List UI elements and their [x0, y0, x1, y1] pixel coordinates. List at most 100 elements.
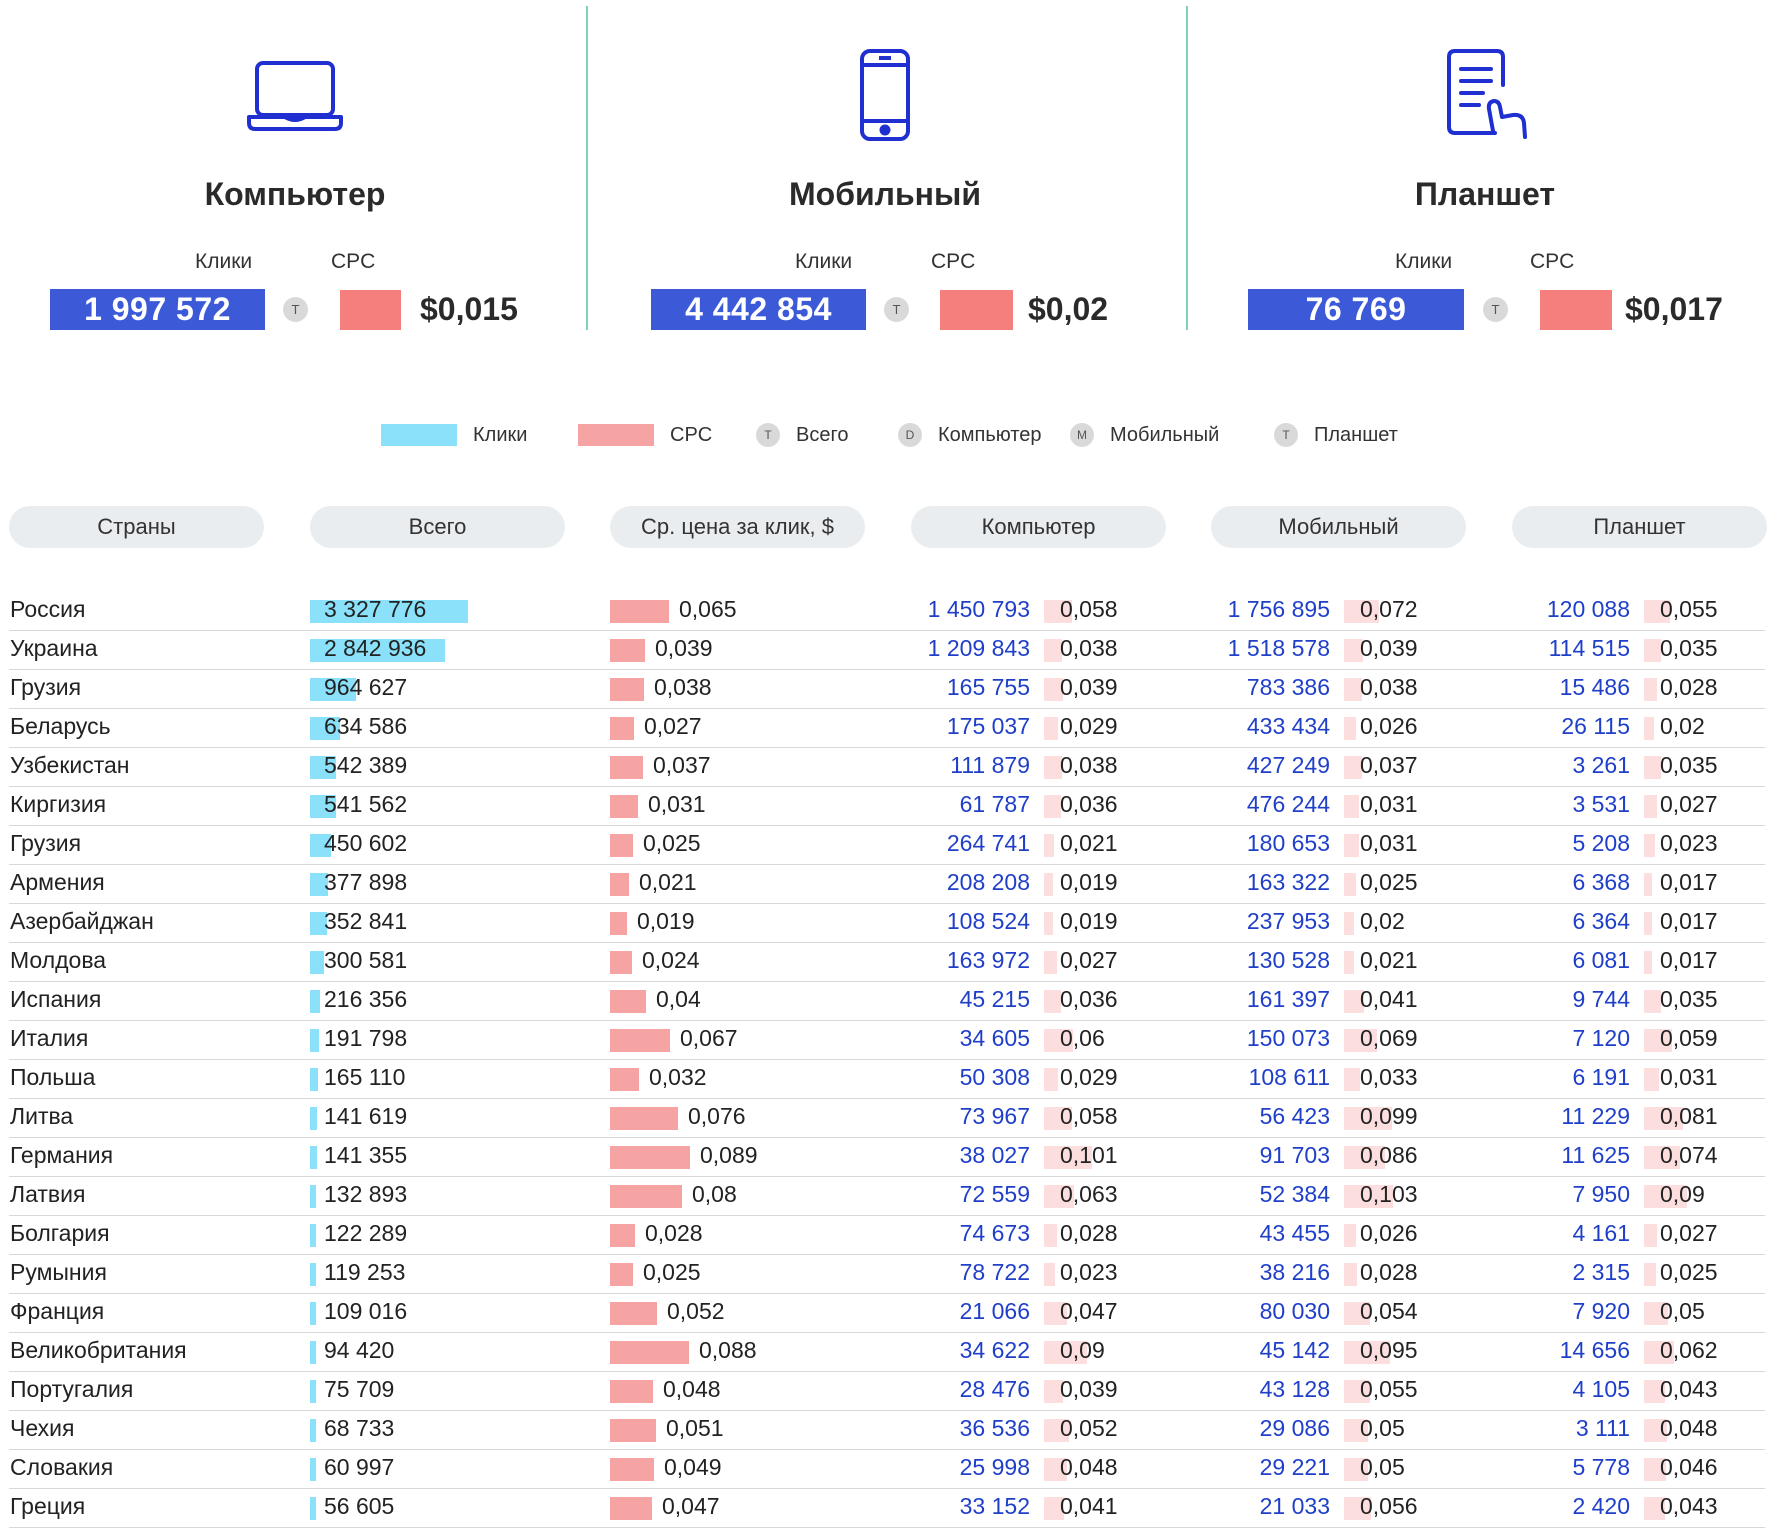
desktop-cpc-value: 0,063 — [1060, 1181, 1118, 1207]
table-row: Грузия 450 602 0,025 264 741 0,021 180 653 0,0… — [0, 826, 1773, 865]
country-name: Россия — [10, 596, 86, 622]
mobile-cpc-value: 0,054 — [1360, 1298, 1418, 1324]
tablet-cpc-value: 0,043 — [1660, 1493, 1718, 1519]
total-clicks-bar — [310, 795, 336, 818]
table-row: Молдова 300 581 0,024 163 972 0,027 130 528 0,… — [0, 943, 1773, 982]
country-name: Испания — [10, 986, 102, 1012]
country-name: Беларусь — [10, 713, 111, 739]
avg-cpc-bar — [610, 1458, 654, 1481]
tablet-clicks-value: 120 088 — [1546, 596, 1630, 622]
mobile-cpc-value: 0,095 — [1360, 1337, 1418, 1363]
country-name: Франция — [10, 1298, 105, 1324]
mobile-cpc-bar — [1344, 717, 1356, 740]
total-clicks-bar — [310, 1458, 316, 1481]
desktop-clicks-value: 61 787 — [959, 791, 1030, 817]
tablet-clicks-value: 6 191 — [1572, 1064, 1630, 1090]
avg-cpc-value: 0,052 — [667, 1298, 725, 1324]
desktop-cpc-bar — [1044, 756, 1062, 779]
desktop-cpc-bar — [1044, 639, 1062, 662]
row-divider — [9, 1293, 1765, 1294]
desktop-cpc-bar — [1044, 951, 1057, 974]
total-clicks-value: 300 581 — [324, 947, 408, 973]
total-clicks-value: 165 110 — [324, 1064, 406, 1090]
mobile-cpc-bar — [1344, 1029, 1377, 1052]
legend-badge: M — [1070, 423, 1094, 447]
row-divider — [9, 747, 1765, 748]
total-clicks-value: 541 562 — [324, 791, 408, 817]
total-clicks-bar — [310, 1341, 316, 1364]
column-header-avg-cpc[interactable]: Ср. цена за клик, $ — [610, 506, 865, 548]
column-header-desktop[interactable]: Компьютер — [911, 506, 1166, 548]
clicks-value: 1 997 572 — [50, 289, 265, 330]
mobile-cpc-value: 0,026 — [1360, 713, 1418, 739]
desktop-cpc-value: 0,039 — [1060, 1376, 1118, 1402]
tablet-touch-icon — [1425, 40, 1545, 150]
divider — [1186, 6, 1188, 330]
country-name: Греция — [10, 1493, 86, 1519]
avg-cpc-value: 0,028 — [645, 1220, 703, 1246]
avg-cpc-bar — [610, 1497, 652, 1520]
avg-cpc-bar — [610, 1263, 633, 1286]
avg-cpc-value: 0,076 — [688, 1103, 746, 1129]
tablet-cpc-bar — [1644, 951, 1652, 974]
column-header-total[interactable]: Всего — [310, 506, 565, 548]
tablet-cpc-bar — [1644, 678, 1657, 701]
column-header-mobile[interactable]: Мобильный — [1211, 506, 1466, 548]
total-clicks-bar — [310, 1224, 316, 1247]
tablet-cpc-value: 0,081 — [1660, 1103, 1718, 1129]
total-clicks-bar — [310, 600, 468, 623]
tablet-clicks-value: 9 744 — [1572, 986, 1630, 1012]
desktop-cpc-bar — [1044, 1302, 1067, 1325]
legend-label: Мобильный — [1110, 423, 1220, 446]
tablet-clicks-value: 6 364 — [1572, 908, 1630, 934]
mobile-cpc-bar — [1344, 990, 1364, 1013]
row-divider — [9, 1137, 1765, 1138]
desktop-cpc-bar — [1044, 795, 1061, 818]
desktop-cpc-value: 0,029 — [1060, 1064, 1118, 1090]
desktop-clicks-value: 33 152 — [959, 1493, 1030, 1519]
desktop-cpc-bar — [1044, 1224, 1057, 1247]
table-row: Польша 165 110 0,032 50 308 0,029 108 611 0,03… — [0, 1060, 1773, 1099]
mobile-clicks-value: 29 221 — [1259, 1454, 1330, 1480]
avg-cpc-bar — [610, 1341, 689, 1364]
tablet-cpc-bar — [1644, 1185, 1687, 1208]
mobile-clicks-value: 21 033 — [1259, 1493, 1330, 1519]
mobile-clicks-value: 38 216 — [1259, 1259, 1330, 1285]
tablet-cpc-bar — [1644, 756, 1661, 779]
total-clicks-value: 377 898 — [324, 869, 408, 895]
country-name: Литва — [10, 1103, 74, 1129]
total-clicks-value: 450 602 — [324, 830, 408, 856]
desktop-clicks-value: 208 208 — [946, 869, 1030, 895]
desktop-clicks-value: 45 215 — [959, 986, 1030, 1012]
row-divider — [9, 1020, 1765, 1021]
legend-swatch-clicks — [381, 424, 457, 446]
cpc-value: $0,017 — [1625, 291, 1723, 327]
total-clicks-bar — [310, 873, 328, 896]
tablet-clicks-value: 114 515 — [1548, 635, 1630, 661]
country-name: Украина — [10, 635, 98, 661]
total-badge: T — [283, 297, 308, 322]
avg-cpc-value: 0,019 — [637, 908, 695, 934]
mobile-cpc-value: 0,038 — [1360, 674, 1418, 700]
column-header-countries[interactable]: Страны — [9, 506, 264, 548]
legend-label: Компьютер — [938, 423, 1042, 446]
tablet-cpc-bar — [1644, 717, 1654, 740]
legend-item-clicks: Клики — [381, 418, 527, 452]
total-clicks-bar — [310, 1497, 316, 1520]
column-header-tablet[interactable]: Планшет — [1512, 506, 1767, 548]
mobile-cpc-bar — [1344, 834, 1359, 857]
row-divider — [9, 708, 1765, 709]
desktop-cpc-value: 0,028 — [1060, 1220, 1118, 1246]
tablet-cpc-value: 0,023 — [1660, 830, 1718, 856]
table-row: Германия 141 355 0,089 38 027 0,101 91 703 0,0… — [0, 1138, 1773, 1177]
avg-cpc-value: 0,088 — [699, 1337, 757, 1363]
total-clicks-bar — [310, 639, 445, 662]
tablet-cpc-value: 0,017 — [1660, 947, 1718, 973]
avg-cpc-value: 0,025 — [643, 1259, 701, 1285]
avg-cpc-bar — [610, 951, 632, 974]
total-clicks-value: 542 389 — [324, 752, 408, 778]
mobile-cpc-bar — [1344, 678, 1362, 701]
avg-cpc-bar — [610, 678, 644, 701]
mobile-clicks-value: 29 086 — [1259, 1415, 1330, 1441]
tablet-cpc-bar — [1644, 1458, 1666, 1481]
